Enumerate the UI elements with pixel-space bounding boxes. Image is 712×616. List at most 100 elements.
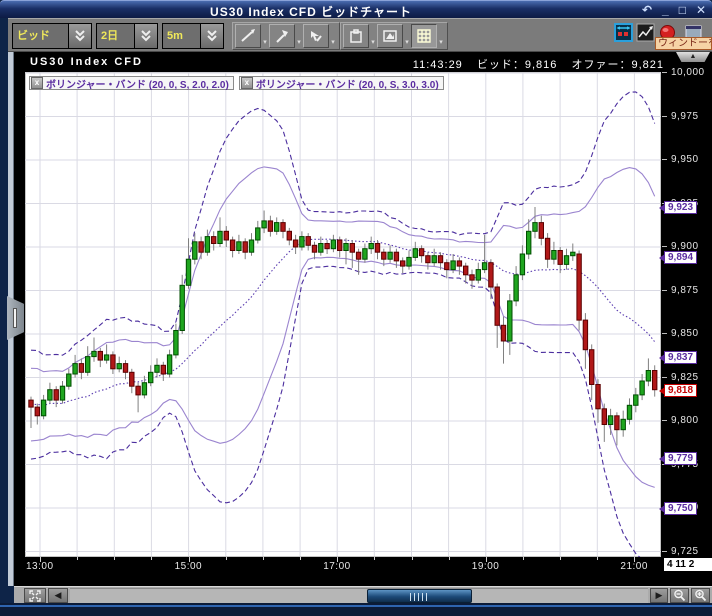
- time-tick-mark: [560, 557, 562, 560]
- clipboard-button[interactable]: [343, 24, 369, 48]
- close-indicator-icon[interactable]: x: [31, 77, 43, 89]
- side-panel-handle[interactable]: [7, 296, 24, 340]
- candle-up: [431, 255, 437, 264]
- grid-button[interactable]: [411, 24, 437, 48]
- candle-up: [639, 380, 645, 396]
- candle-down: [198, 241, 204, 253]
- thumb-grip: [410, 593, 430, 601]
- tile-windows-icon[interactable]: [614, 23, 633, 42]
- fit-chart-button[interactable]: [24, 588, 46, 603]
- candle-down: [544, 237, 551, 260]
- candle-down: [135, 385, 141, 396]
- scroll-left-button[interactable]: ◀: [48, 588, 68, 603]
- candle-up: [362, 248, 368, 260]
- candle-up: [570, 251, 576, 257]
- candle-down: [500, 324, 507, 342]
- candle-down: [305, 236, 311, 246]
- trendline-tool-button[interactable]: [235, 24, 261, 48]
- candle-up: [532, 222, 538, 232]
- time-tick-mark: [337, 557, 339, 562]
- candle-down: [469, 274, 475, 281]
- view-tools-group: ▾ ▾ ▾: [340, 22, 448, 50]
- candle-up: [343, 243, 349, 251]
- zoom-in-button[interactable]: [691, 588, 710, 603]
- candle-down: [393, 251, 400, 262]
- candle-up: [475, 269, 482, 281]
- hand-tool-menu-arrow[interactable]: ▾: [331, 39, 335, 46]
- candle-down: [53, 389, 59, 401]
- time-tick-mark: [411, 557, 413, 560]
- scrollbar-track[interactable]: [70, 588, 648, 603]
- collapse-header-tab[interactable]: ▲: [676, 52, 710, 62]
- grid-menu-arrow[interactable]: ▾: [439, 39, 443, 46]
- candlestick-plot[interactable]: [25, 72, 661, 557]
- candle-up: [406, 256, 412, 267]
- restore-icon[interactable]: ↶: [641, 3, 652, 17]
- pin-tool-menu-arrow[interactable]: ▾: [297, 39, 301, 46]
- candle-down: [110, 354, 116, 370]
- pin-tool-button[interactable]: [269, 24, 295, 48]
- chevron-double-down-icon[interactable]: [200, 24, 223, 48]
- candle-down: [582, 319, 589, 351]
- candle-down: [242, 241, 248, 253]
- time-tick: 19:00: [471, 561, 500, 572]
- price-tick: 9,950: [662, 154, 699, 165]
- candle-down: [614, 415, 620, 431]
- price-type-dropdown[interactable]: ビッド: [12, 23, 92, 49]
- maximize-icon[interactable]: □: [678, 3, 686, 17]
- time-tick-mark: [225, 557, 227, 560]
- bollinger-line: [30, 166, 656, 373]
- candle-down: [355, 251, 362, 260]
- scrollbar-thumb[interactable]: [367, 589, 472, 603]
- current-price-marker: 9,818: [658, 383, 698, 397]
- chart-window-icon[interactable]: [636, 23, 655, 42]
- price-tick: 9,975: [662, 110, 699, 122]
- candle-down: [292, 239, 299, 248]
- chevron-double-down-icon[interactable]: [134, 24, 157, 48]
- time-tick-mark: [374, 557, 376, 560]
- candle-down: [311, 244, 318, 253]
- candle-down: [374, 243, 381, 253]
- time-tick-mark: [448, 557, 450, 560]
- candle-up: [626, 404, 633, 420]
- chart-style-button[interactable]: [377, 24, 403, 48]
- close-indicator-icon[interactable]: x: [240, 77, 253, 89]
- minimize-icon[interactable]: _: [662, 3, 669, 17]
- candle-down: [601, 408, 607, 425]
- band-price-marker: 9,923: [658, 201, 698, 214]
- candle-down: [576, 253, 582, 321]
- candle-up: [47, 389, 53, 401]
- price-type-value: ビッド: [17, 30, 50, 42]
- price-tick: 9,825: [662, 371, 699, 383]
- chevron-double-down-icon[interactable]: [68, 24, 91, 48]
- band-price-marker: 9,894: [658, 251, 698, 265]
- candle-down: [437, 255, 444, 264]
- candle-up: [217, 230, 223, 245]
- candle-up: [185, 258, 192, 286]
- hand-tool-button[interactable]: [303, 24, 329, 48]
- band-price-marker: 9,837: [658, 350, 698, 364]
- time-tick: 21:00: [620, 561, 648, 572]
- candle-down: [129, 371, 135, 387]
- indicator-label-bb2: x ボリンジャー・バンド (20, 0, S, 2.0, 2.0): [29, 76, 234, 91]
- bollinger-line: [30, 238, 656, 407]
- candle-up: [192, 241, 198, 260]
- interval-dropdown[interactable]: 5m: [162, 23, 224, 49]
- draw-tools-group: ▾ ▾ ▾: [232, 22, 340, 50]
- chart-style-menu-arrow[interactable]: ▾: [405, 39, 409, 46]
- zoom-out-button[interactable]: [670, 588, 689, 603]
- period-dropdown[interactable]: 2日: [96, 23, 158, 49]
- candle-up: [72, 363, 78, 375]
- candle-up: [166, 354, 173, 375]
- quote-readout: 11:43:29 ビッド：9,816 オファー：9,821: [403, 56, 664, 72]
- candle-down: [456, 260, 463, 267]
- candle-down: [425, 255, 431, 264]
- candle-up: [204, 236, 211, 253]
- trendline-tool-menu-arrow[interactable]: ▾: [263, 39, 267, 46]
- chart-header: US30 Index CFD 11:43:29 ビッド：9,816 オファー：9…: [14, 52, 712, 72]
- close-icon[interactable]: ✕: [695, 3, 706, 17]
- candle-up: [563, 255, 570, 265]
- candle-down: [557, 250, 563, 265]
- scroll-right-button[interactable]: ▶: [650, 588, 668, 603]
- clipboard-menu-arrow[interactable]: ▾: [371, 39, 375, 46]
